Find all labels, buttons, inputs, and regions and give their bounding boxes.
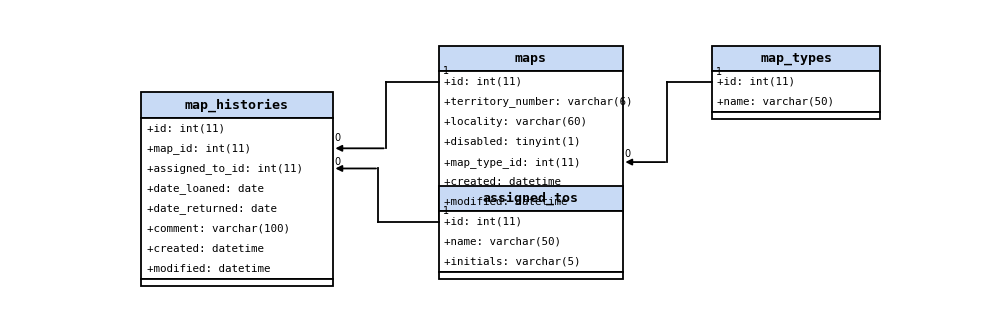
Bar [141,118,332,279]
Bar [438,211,622,272]
Text: +name: varchar(50): +name: varchar(50) [717,97,834,107]
Text: +modified: datetime: +modified: datetime [444,197,568,207]
Bar [712,112,879,119]
Text: map_histories: map_histories [185,99,288,112]
Text: +initials: varchar(5): +initials: varchar(5) [444,257,580,267]
Text: +created: datetime: +created: datetime [444,177,561,187]
Bar [438,186,622,211]
Text: 1: 1 [442,206,448,216]
Bar [141,92,332,118]
Text: +disabled: tinyint(1): +disabled: tinyint(1) [444,137,580,147]
Bar [712,46,879,71]
Text: 0: 0 [334,133,340,143]
Bar [438,71,622,212]
Text: +id: int(11): +id: int(11) [444,77,522,86]
Text: +id: int(11): +id: int(11) [444,217,522,226]
Text: +assigned_to_id: int(11): +assigned_to_id: int(11) [146,163,302,174]
Bar [438,272,622,279]
Text: +created: datetime: +created: datetime [146,244,263,254]
Text: 1: 1 [715,67,722,78]
Text: +name: varchar(50): +name: varchar(50) [444,237,561,247]
Text: 0: 0 [623,149,629,159]
Text: maps: maps [514,52,547,65]
Bar [438,212,622,219]
Text: +modified: datetime: +modified: datetime [146,264,270,274]
Text: 0: 0 [334,157,340,167]
Text: +date_loaned: date: +date_loaned: date [146,183,263,194]
Text: +map_type_id: int(11): +map_type_id: int(11) [444,157,580,167]
Text: map_types: map_types [759,52,831,65]
Bar [712,71,879,112]
Text: +id: int(11): +id: int(11) [717,77,794,86]
Text: +id: int(11): +id: int(11) [146,123,225,133]
Text: +date_returned: date: +date_returned: date [146,203,276,214]
Text: 1: 1 [442,66,448,76]
Text: +territory_number: varchar(6): +territory_number: varchar(6) [444,96,632,107]
Text: +locality: varchar(60): +locality: varchar(60) [444,117,586,127]
Bar [141,279,332,286]
Text: +map_id: int(11): +map_id: int(11) [146,143,250,154]
Text: assigned_tos: assigned_tos [482,192,579,205]
Text: +comment: varchar(100): +comment: varchar(100) [146,224,289,234]
Bar [438,46,622,71]
